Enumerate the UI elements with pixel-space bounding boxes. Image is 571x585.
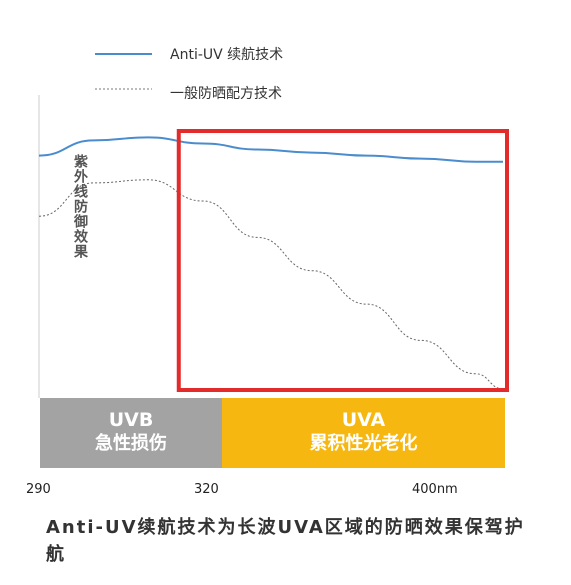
x-tick-320: 320 [194,482,219,497]
series-line-0 [38,136,503,163]
band-uva-subtitle: 累积性光老化 [309,433,418,454]
x-tick-400nm: 400nm [412,482,458,497]
legend: Anti-UV 续航技术 一般防晒配方技术 [95,46,283,102]
x-tick-290: 290 [26,482,51,497]
band-uvb-title: UVB [108,409,154,431]
band-uvb: UVB 急性损伤 [40,398,222,468]
band-uvb-subtitle: 急性损伤 [95,433,167,454]
band-uva: UVA 累积性光老化 [222,398,505,468]
legend-label-general: 一般防晒配方技术 [170,86,282,102]
series-layer [38,136,504,390]
highlight-box [176,129,509,392]
series-line-1 [38,179,504,390]
band-uva-title: UVA [341,409,386,431]
caption: Anti-UV续航技术为长波UVA区域的防晒效果保驾护航 [46,517,525,565]
legend-label-anti-uv: Anti-UV 续航技术 [170,46,283,63]
y-axis-label: 紫外线防御效果 [72,154,88,259]
